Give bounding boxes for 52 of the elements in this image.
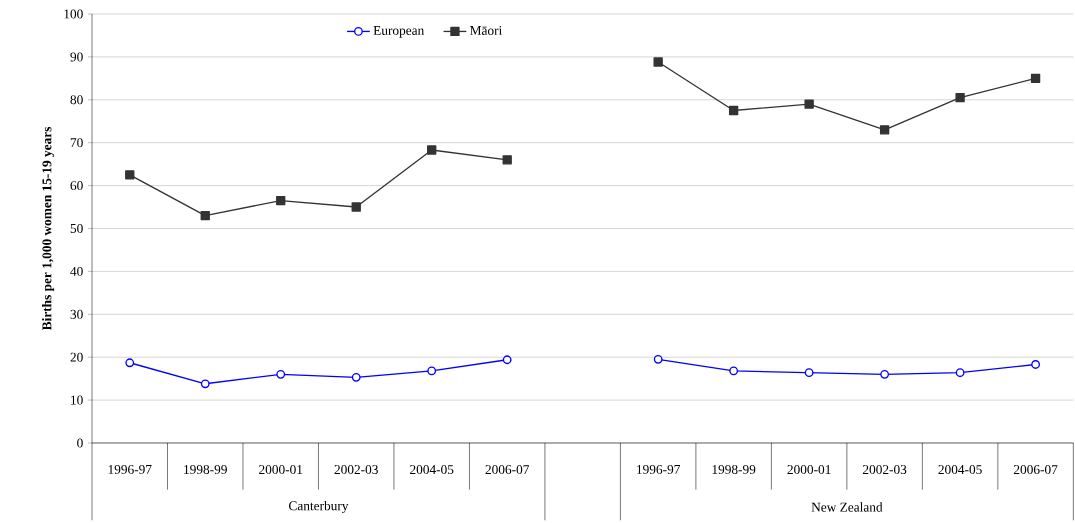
- y-tick-label: 100: [64, 9, 83, 19]
- y-tick-label: 20: [70, 352, 83, 362]
- x-tick-label: 2004-05: [938, 465, 982, 475]
- text: New Zealand: [811, 502, 883, 512]
- point: [879, 125, 890, 135]
- point: [880, 369, 890, 379]
- x-tick-label: 2006-07: [485, 465, 530, 475]
- point: [804, 99, 814, 109]
- y-tick-label: 0: [77, 438, 83, 448]
- y-tick-label: 80: [70, 95, 83, 105]
- legend-label: Māori: [470, 26, 502, 35]
- y-tick-label: 70: [70, 138, 83, 148]
- x-tick-label: 1998-99: [712, 465, 756, 475]
- y-axis-title: Births per 1,000 women 15-19 years: [42, 126, 55, 331]
- point: [653, 57, 663, 67]
- x-tick-label: 1998-99: [184, 465, 227, 475]
- y-tick-label: 40: [70, 266, 83, 276]
- point: [125, 170, 135, 180]
- y-tick-label: 50: [70, 223, 83, 233]
- x-tick-label: 2004-05: [410, 465, 454, 475]
- point: [955, 368, 965, 378]
- point: [125, 358, 135, 368]
- x-tick-label: 2000-01: [787, 465, 831, 475]
- x-tick-label: 2002-03: [334, 465, 378, 475]
- x-tick-label: 2002-03: [862, 465, 907, 475]
- point: [729, 366, 739, 376]
- point: [276, 195, 286, 206]
- point: [427, 145, 437, 155]
- point: [728, 105, 739, 116]
- point: [502, 155, 512, 165]
- point: [351, 372, 361, 382]
- point: [1030, 73, 1041, 84]
- y-tick-label: 60: [70, 181, 83, 191]
- y-tick-label: 10: [71, 395, 83, 405]
- point: [502, 355, 512, 365]
- x-tick-label: 1996-97: [108, 465, 152, 474]
- x-tick-label: 2006-07: [1013, 465, 1058, 475]
- point: [276, 369, 286, 379]
- point: [351, 202, 361, 212]
- text: Canterbury: [289, 500, 349, 514]
- point: [955, 92, 965, 103]
- x-tick-label: 1996-97: [637, 465, 680, 474]
- point: [653, 354, 663, 364]
- legend-label: European: [373, 26, 425, 38]
- point: [200, 379, 210, 389]
- point: [200, 210, 210, 221]
- x-tick-label: 2000-01: [259, 465, 303, 475]
- point: [804, 368, 814, 378]
- point: [427, 366, 437, 376]
- y-tick-label: 30: [70, 309, 83, 319]
- y-tick-label: 90: [70, 52, 83, 62]
- point: [1031, 360, 1040, 369]
